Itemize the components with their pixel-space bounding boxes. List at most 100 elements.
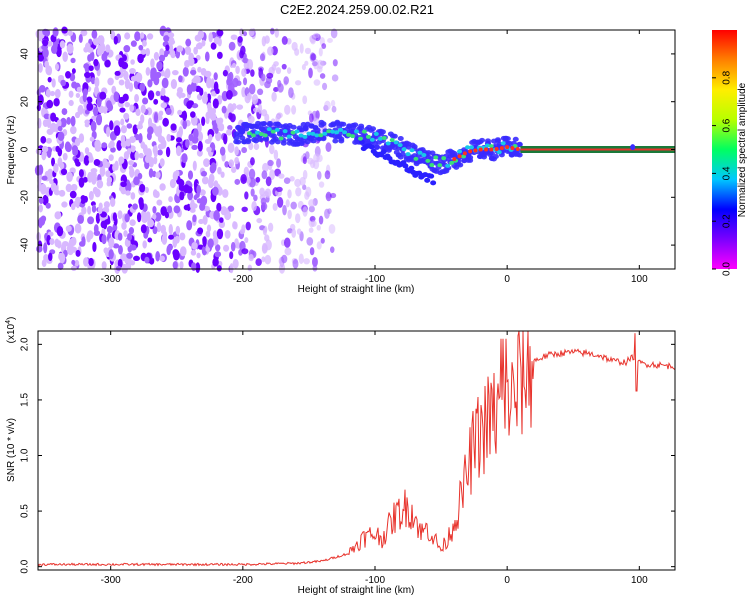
spectrogram-noise-cell [41, 145, 49, 153]
spectrogram-signal-cell [488, 150, 495, 156]
spectrogram-noise-cell [195, 262, 201, 273]
spectrogram-noise-cell [88, 190, 94, 201]
spectrogram-noise-cell [219, 146, 226, 156]
spectrogram-signal-core [365, 134, 371, 139]
spectrogram-noise-cell [305, 151, 310, 160]
spectrogram-noise-cell [196, 184, 201, 195]
spectrogram-noise-cell [70, 125, 77, 135]
spectrogram-noise-cell [38, 84, 46, 93]
spectrogram-noise-cell [193, 128, 199, 139]
spectrogram-noise-cell [216, 265, 222, 272]
spectrogram-noise-cell [129, 104, 135, 112]
spectrogram-noise-cell [227, 124, 233, 131]
spectrogram-noise-cell [209, 112, 217, 121]
spectrogram-noise-cell [247, 115, 255, 124]
spectrogram-noise-cell [155, 251, 161, 262]
spectrogram-noise-cell [50, 112, 57, 122]
spectrogram-noise-cell [107, 77, 114, 86]
spectrogram-noise-cell [331, 105, 337, 113]
spectrogram-noise-cell [66, 43, 74, 54]
spectrogram-noise-cell [113, 125, 121, 137]
spectrogram-noise-cell [49, 122, 57, 133]
spectrogram-noise-cell [287, 228, 293, 234]
spectrogram-noise-cell [241, 248, 249, 255]
spectrogram-noise-cell [176, 87, 184, 94]
spectrogram-noise-cell [229, 251, 234, 260]
spectrogram-noise-cell [295, 213, 301, 224]
spectrogram-noise-cell [142, 97, 149, 105]
spectrogram-noise-cell [283, 76, 289, 85]
spectrogram-noise-cell [215, 244, 221, 252]
spectrogram-noise-cell [192, 214, 197, 223]
spectrogram-noise-cell [206, 78, 212, 89]
spectrogram-noise-cell [105, 170, 111, 178]
spectrogram-noise-cell [197, 140, 203, 152]
spectrogram-noise-cell [142, 40, 147, 47]
colorbar-tick-label: 0.4 [722, 166, 733, 180]
spectrogram-noise-cell [153, 111, 159, 123]
spectrogram-noise-cell [313, 117, 320, 127]
spectrogram-noise-cell [42, 39, 49, 47]
spectrogram-noise-cell [278, 262, 286, 274]
spectrogram-noise-cell [179, 191, 185, 201]
spectrogram-signal-core [326, 129, 332, 134]
spectrogram-noise-field [34, 25, 339, 275]
spectrogram-branch-cell [430, 180, 437, 186]
spectrogram-noise-cell [201, 116, 206, 127]
spectrogram-noise-cell [104, 161, 111, 169]
spectrogram-noise-cell [204, 70, 212, 78]
spectrogram-noise-cell [145, 148, 152, 159]
spectrogram-signal-cell [370, 126, 377, 132]
spectrogram-noise-cell [153, 156, 158, 165]
spectrogram-noise-cell [65, 70, 71, 79]
spectrogram-noise-cell [50, 182, 57, 192]
spectrogram-noise-cell [200, 195, 208, 206]
spectrogram-signal-core [373, 131, 379, 136]
spectrogram-signal-core [429, 163, 435, 168]
spectrogram-noise-cell [120, 125, 127, 134]
spectrogram-noise-cell [91, 204, 97, 213]
spectrogram-noise-cell [147, 90, 155, 101]
spectrogram-noise-cell [84, 71, 91, 79]
spectrogram-signal-cell [239, 135, 246, 141]
spectrogram-noise-cell [270, 27, 275, 35]
spectrogram-noise-cell [160, 139, 167, 149]
spectrogram-noise-cell [74, 137, 81, 147]
spectrogram-noise-cell [196, 252, 201, 259]
spectrogram-noise-cell [198, 219, 204, 225]
spectrogram-noise-cell [321, 43, 327, 49]
spectrogram-noise-cell [99, 91, 107, 100]
spectrogram-noise-cell [65, 183, 73, 193]
spectrogram-noise-cell [38, 197, 44, 204]
colorbar-gradient [712, 30, 737, 269]
spectrogram-noise-cell [78, 169, 84, 178]
spectrogram-noise-cell [83, 63, 90, 70]
spectrogram-noise-cell [311, 256, 318, 267]
spectrogram-peak-dot [499, 146, 504, 151]
spectrogram-noise-cell [82, 82, 89, 92]
spectrogram-noise-cell [148, 168, 154, 178]
snr-x-label: Height of straight line (km) [298, 585, 415, 596]
spectrogram-noise-cell [175, 145, 182, 157]
spectrogram-noise-cell [231, 166, 237, 174]
spectrogram-noise-cell [109, 197, 116, 207]
spectrogram-noise-cell [312, 265, 318, 272]
spectrogram-noise-cell [49, 238, 55, 245]
spectrogram-noise-cell [179, 246, 187, 257]
snr-y-ticks: 0.0 0.5 1.0 1.5 2.0 [20, 337, 675, 574]
spectrogram-noise-cell [103, 201, 110, 209]
spectrogram-branch-cell [380, 149, 387, 155]
spectrogram-noise-cell [170, 52, 176, 59]
spectrogram-signal-core [286, 134, 292, 139]
spectrogram-signal-cell [467, 157, 474, 163]
spectrogram-noise-cell [70, 115, 76, 127]
spectrogram-noise-cell [199, 189, 206, 196]
spectrogram-noise-cell [203, 91, 208, 100]
spectrogram-noise-cell [171, 69, 179, 76]
spectrogram-noise-cell [140, 104, 146, 114]
spectrogram-noise-cell [213, 209, 220, 221]
spectrogram-noise-cell [59, 162, 65, 170]
spectrogram-noise-cell [272, 203, 278, 211]
spectrogram-noise-cell [36, 88, 41, 97]
spectrogram-noise-cell [228, 41, 236, 51]
